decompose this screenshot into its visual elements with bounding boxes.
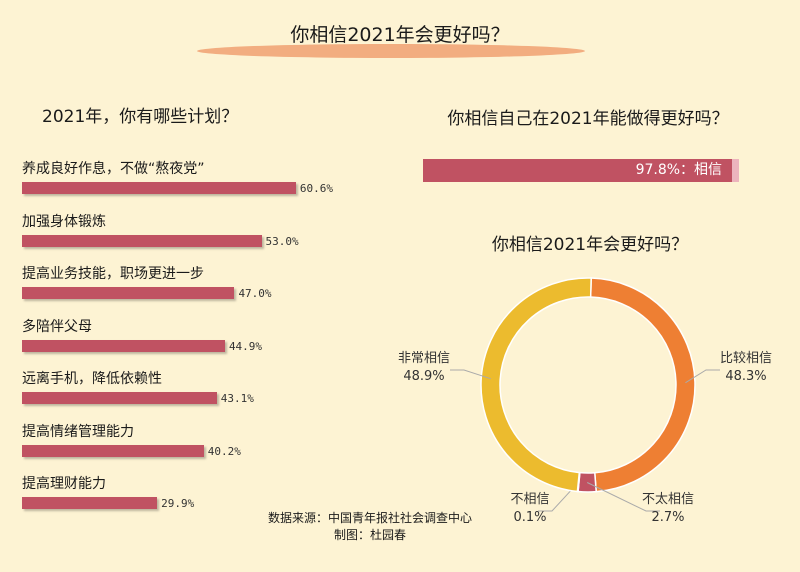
bar-value-label: 53.0% [265,234,299,248]
bar-category-label: 多陪伴父母 [22,318,92,335]
slice-value-label: 2.7% [651,510,684,525]
bar-category-label: 养成良好作息，不做“熬夜党” [22,161,205,177]
bar-category-label: 远离手机，降低依赖性 [22,371,162,387]
donut-chart-title: 你相信2021年会更好吗？ [491,235,689,255]
bar-value-label: 40.2% [207,444,241,458]
self-chart-title: 你相信自己在2021年能做得更好吗？ [447,109,729,129]
source-note: 数据来源：中国青年报社社会调查中心 制图：杜园春 [220,510,520,544]
slice-name-label: 不太相信 [642,492,694,507]
title-banner [197,44,585,58]
slice-name-label: 不相信 [510,492,549,507]
donut-slice [589,277,696,493]
bar [22,182,296,194]
slice-value-label: 48.3% [725,369,766,384]
bar-category-label: 提高业务技能，职场更进一步 [22,266,204,282]
self-belief-bar: 97.8%：相信 [423,159,739,182]
donut-slice [480,277,592,493]
bar-value-label: 47.0% [238,287,272,300]
bar-category-label: 提高理财能力 [22,476,106,492]
credit-text: 制图：杜园春 [333,528,406,542]
bar-value-label: 60.6% [299,182,334,195]
slice-name-label: 非常相信 [398,351,450,366]
plans-chart-title: 2021年，你有哪些计划？ [42,107,239,127]
bar-value-label: 44.9% [228,339,263,353]
slice-value-label: 48.9% [403,369,444,384]
donut-slice [577,471,598,493]
bar [22,444,204,457]
bar [22,287,235,299]
bar-value-label: 43.1% [220,392,254,405]
slice-name-label: 比较相信 [720,351,772,366]
bar-category-label: 加强身体锻炼 [22,213,106,230]
bar [22,392,217,404]
source-text: 数据来源：中国青年报社社会调查中心 [267,511,472,525]
leader-line [450,369,491,380]
bar [22,339,225,352]
self-belief-fill: 97.8%：相信 [423,159,733,182]
leader-line [587,482,660,512]
page-title: 你相信2021年会更好吗？ [290,24,510,46]
bar-category-label: 提高情绪管理能力 [22,423,134,440]
leader-line [538,481,580,512]
bar-value-label: 29.9% [161,497,195,510]
slice-value-label: 0.1% [513,510,546,525]
leader-line [685,369,720,384]
bar [22,234,262,247]
bar [22,497,158,509]
